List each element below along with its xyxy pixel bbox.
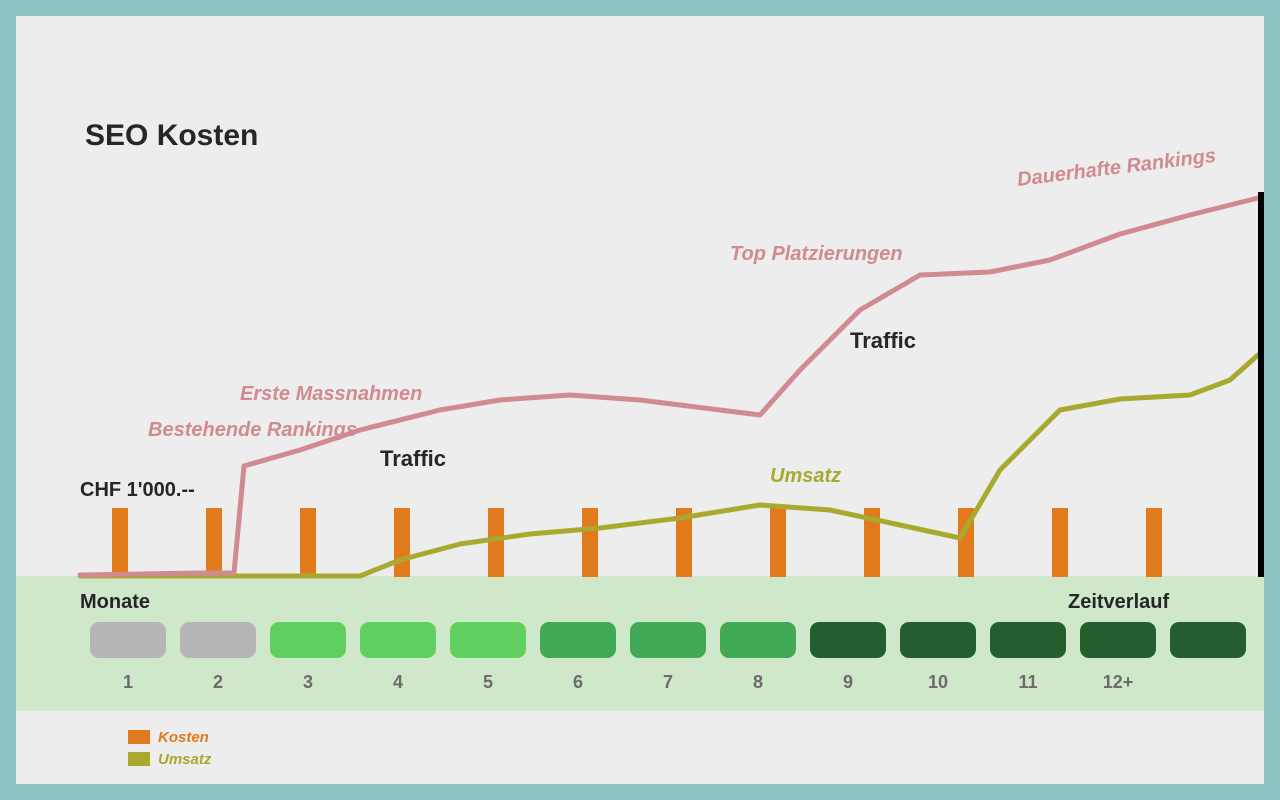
cost-bar-4 [394,508,410,577]
month-label-2: 2 [213,672,223,692]
month-label-3: 3 [303,672,313,692]
chart-container: 1 2 3 4 5 6 7 8 9 10 11 12+ Monate Zeitverlauf SEO Kos… [0,0,1280,800]
cost-bar-12 [1146,508,1162,577]
month-pill-9 [810,622,886,658]
month-label-10: 10 [928,672,948,692]
month-label-4: 4 [393,672,403,692]
month-pill-11 [990,622,1066,658]
month-label-8: 8 [753,672,763,692]
cost-bar-11 [1052,508,1068,577]
legend-swatch-kosten [128,730,150,744]
month-pill-12 [1080,622,1156,658]
umsatz-annotation: Umsatz [770,465,841,487]
phase-label-bestehende-rankings: Bestehende Rankings [148,419,357,441]
traffic-label-1: Traffic [380,446,446,471]
month-pill-5 [450,622,526,658]
month-label-11: 11 [1018,672,1037,692]
legend-label-umsatz: Umsatz [158,751,212,768]
month-label-9: 9 [843,672,853,692]
month-label-7: 7 [663,672,673,692]
cost-bar-3 [300,508,316,577]
months-axis-label: Monate [80,591,150,613]
phase-label-erste-massnahmen: Erste Massnahmen [240,383,422,405]
legend-swatch-umsatz [128,752,150,766]
cost-bar-2 [206,508,222,577]
month-label-6: 6 [573,672,583,692]
month-pill-10 [900,622,976,658]
phase-label-top-platzierungen: Top Platzierungen [730,243,903,265]
month-pill-8 [720,622,796,658]
cost-bar-5 [488,508,504,577]
month-label-12+: 12+ [1103,672,1134,692]
traffic-label-2: Traffic [850,328,916,353]
month-pill-4 [360,622,436,658]
cost-bar-6 [582,508,598,577]
legend-label-kosten: Kosten [158,729,209,746]
month-label-5: 5 [483,672,493,692]
chart-title: SEO Kosten [85,119,258,152]
chf-reference-label: CHF 1'000.-- [80,479,195,501]
month-pill-2 [180,622,256,658]
month-pill-1 [90,622,166,658]
cost-bar-1 [112,508,128,577]
month-pill-3 [270,622,346,658]
month-label-1: 1 [123,672,133,692]
month-pill-7 [630,622,706,658]
cost-bar-8 [770,508,786,577]
month-pill-13 [1170,622,1246,658]
plot-right-border [1258,192,1264,577]
zeitverlauf-label: Zeitverlauf [1068,591,1169,613]
chart-svg: 1 2 3 4 5 6 7 8 9 10 11 12+ Monate Zeitverlauf SEO Kos… [0,0,1280,800]
month-pill-6 [540,622,616,658]
